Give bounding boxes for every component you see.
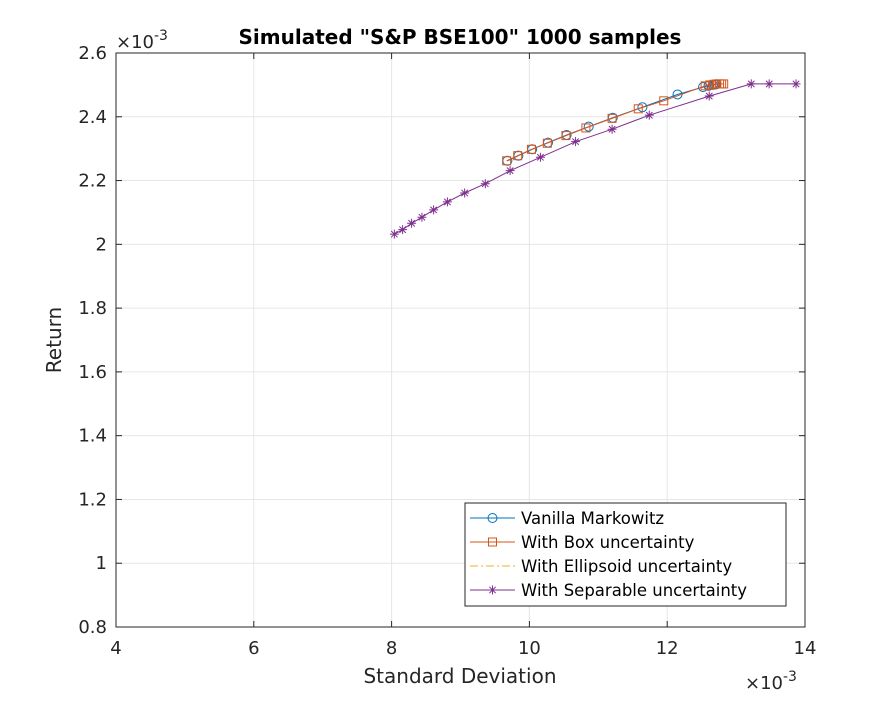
y-tick-label: 2: [96, 234, 107, 255]
y-tick-label: 2.4: [78, 107, 107, 128]
data-point: [746, 79, 756, 89]
data-point: [542, 138, 552, 148]
data-point: [583, 121, 594, 132]
series-1: [502, 79, 729, 166]
x-tick-label: 4: [110, 638, 121, 659]
plot-area: [115, 52, 806, 628]
series-line: [394, 83, 796, 235]
y-tick-label: 1.4: [78, 426, 107, 447]
x-tick-label: 14: [794, 638, 817, 659]
data-point: [791, 79, 801, 89]
x-tick-label: 6: [248, 638, 259, 659]
y-tick-label: 2.6: [78, 43, 107, 64]
legend-label: With Separable uncertainty: [521, 581, 747, 600]
data-point: [407, 218, 417, 228]
series-3: [389, 79, 801, 239]
x-axis-label: Standard Deviation: [363, 664, 556, 688]
data-point: [704, 91, 714, 101]
data-point: [659, 96, 669, 106]
chart-title: Simulated "S&P BSE100" 1000 samples: [239, 25, 682, 49]
data-point: [513, 151, 523, 161]
y-tick-label: 1: [96, 553, 107, 574]
data-point: [633, 104, 643, 114]
data-point: [607, 113, 617, 123]
data-point: [526, 144, 536, 154]
ticks: 4 6 8 10 12 14 0.8 1 1.2 1.4 1.6 1.8 2 2.2 2.4 2.6: [78, 43, 816, 659]
data-point: [429, 205, 439, 215]
legend-label: With Box uncertainty: [521, 533, 695, 552]
x-tick-label: 10: [518, 638, 541, 659]
legend-label: Vanilla Markowitz: [521, 509, 664, 528]
data-point: [571, 137, 581, 147]
data-point: [581, 123, 591, 133]
data-point: [480, 179, 490, 189]
data-point: [505, 166, 515, 176]
legend: Vanilla Markowitz With Box uncertainty Wit…: [464, 502, 787, 607]
data-point: [700, 81, 710, 91]
legend-marker: [487, 513, 498, 523]
y-tick-label: 2.2: [78, 171, 107, 192]
data-point: [764, 79, 774, 89]
legend-marker: [488, 585, 497, 595]
data-point: [698, 82, 709, 93]
data-point: [389, 229, 399, 239]
y-tick-label: 1.2: [78, 489, 107, 510]
y-tick-label: 1.8: [78, 298, 107, 319]
data-point: [607, 124, 617, 134]
data-point: [398, 225, 408, 235]
data-point: [442, 197, 452, 207]
data-point: [417, 212, 427, 222]
data-point: [561, 131, 571, 141]
y-tick-label: 0.8: [78, 617, 107, 638]
data-point: [719, 79, 729, 89]
data-point: [644, 110, 654, 120]
y-axis-label: Return: [42, 307, 66, 373]
legend-label: With Ellipsoid uncertainty: [521, 557, 732, 576]
series-group: [389, 79, 801, 239]
x-tick-label: 8: [386, 638, 397, 659]
y-exponent-label: ×10-3: [116, 28, 168, 53]
legend-box: [464, 502, 787, 607]
data-point: [502, 156, 512, 166]
data-point: [535, 152, 545, 162]
x-exponent-label: ×10-3: [745, 669, 797, 694]
legend-marker: [488, 537, 497, 547]
x-tick-label: 12: [656, 638, 679, 659]
y-tick-label: 1.6: [78, 362, 107, 383]
data-point: [460, 188, 470, 198]
